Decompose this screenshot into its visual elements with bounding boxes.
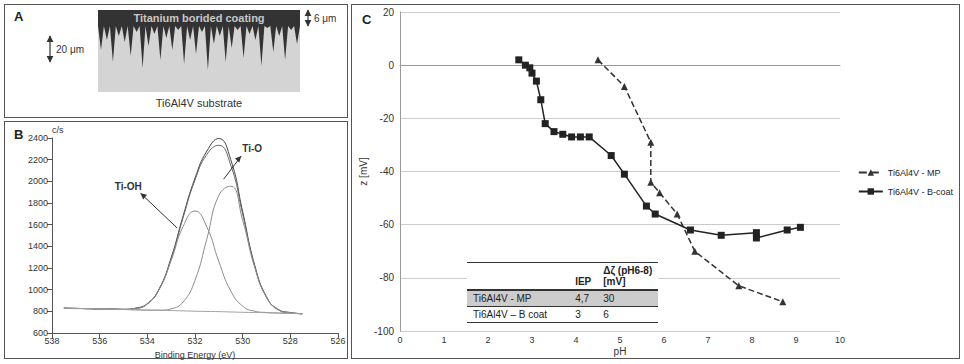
svg-text:c/s: c/s	[52, 125, 64, 135]
svg-text:Ti6Al4V - MP: Ti6Al4V - MP	[888, 168, 941, 178]
svg-text:Binding Energy (eV): Binding Energy (eV)	[155, 350, 236, 360]
svg-text:8: 8	[749, 335, 754, 345]
svg-text:526: 526	[330, 336, 345, 346]
svg-text:Ti-OH: Ti-OH	[115, 181, 142, 192]
svg-text:6: 6	[661, 335, 666, 345]
svg-text:1: 1	[441, 335, 446, 345]
html-text:[mV]: [mV]	[603, 276, 626, 287]
svg-text:0: 0	[397, 335, 402, 345]
html-text:3: 3	[575, 309, 581, 320]
svg-text:20: 20	[383, 7, 395, 18]
svg-text:1200: 1200	[28, 263, 48, 273]
svg-text:2000: 2000	[28, 176, 48, 186]
html-text:IEP: IEP	[575, 276, 592, 287]
svg-text:1600: 1600	[28, 220, 48, 230]
svg-text:10: 10	[835, 335, 845, 345]
svg-text:A: A	[14, 9, 24, 24]
svg-text:Ti6Al4V substrate: Ti6Al4V substrate	[156, 97, 242, 109]
svg-text:-100: -100	[374, 326, 394, 337]
svg-text:600: 600	[33, 328, 48, 339]
svg-text:1800: 1800	[28, 198, 48, 208]
svg-text:538: 538	[44, 336, 59, 346]
svg-text:2200: 2200	[28, 155, 48, 165]
svg-text:1000: 1000	[28, 285, 48, 295]
svg-text:3: 3	[529, 335, 534, 345]
html-text:4,7: 4,7	[575, 293, 589, 304]
svg-text:-20: -20	[380, 113, 395, 124]
html-text:Δζ (pH6-8): Δζ (pH6-8)	[603, 265, 653, 276]
svg-text:534: 534	[140, 336, 155, 346]
svg-text:9: 9	[793, 335, 798, 345]
svg-text:-60: -60	[380, 219, 395, 230]
html-text:30: 30	[603, 293, 615, 304]
svg-text:5: 5	[617, 335, 622, 345]
html-text:Ti6Al4V - MP: Ti6Al4V - MP	[473, 293, 532, 304]
svg-text:7: 7	[705, 335, 710, 345]
svg-text:z [mV]: z [mV]	[358, 157, 369, 186]
svg-text:C: C	[362, 12, 372, 27]
svg-text:528: 528	[283, 336, 298, 346]
svg-text:1400: 1400	[28, 241, 48, 251]
svg-text:Titanium borided coating: Titanium borided coating	[133, 12, 264, 24]
svg-text:Ti-O: Ti-O	[242, 143, 262, 154]
svg-text:2400: 2400	[28, 133, 48, 143]
svg-text:2: 2	[485, 335, 490, 345]
svg-text:530: 530	[235, 336, 250, 346]
svg-text:532: 532	[187, 336, 202, 346]
svg-text:-40: -40	[380, 166, 395, 177]
svg-text:B: B	[14, 127, 23, 142]
svg-text:4: 4	[573, 335, 578, 345]
svg-text:800: 800	[33, 306, 48, 316]
svg-text:-80: -80	[380, 272, 395, 283]
svg-text:6 μm: 6 μm	[314, 13, 336, 24]
svg-text:Ti6Al4V - B-coat: Ti6Al4V - B-coat	[888, 187, 954, 197]
svg-text:pH: pH	[614, 346, 627, 357]
svg-text:0: 0	[388, 60, 394, 71]
svg-text:536: 536	[92, 336, 107, 346]
html-text:Ti6Al4V – B coat: Ti6Al4V – B coat	[473, 309, 548, 320]
html-text:6: 6	[603, 309, 609, 320]
svg-text:20 μm: 20 μm	[56, 44, 84, 55]
